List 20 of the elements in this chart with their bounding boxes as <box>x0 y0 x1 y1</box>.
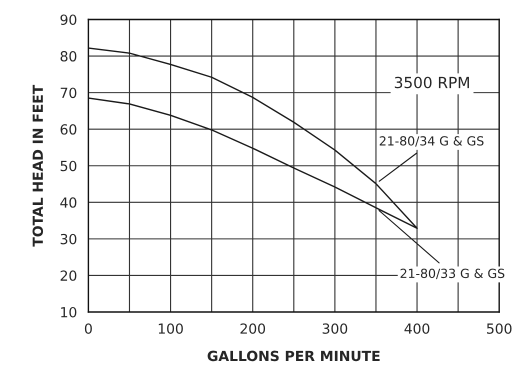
y-tick-label: 90 <box>60 14 76 25</box>
annotation: 3500 RPM <box>394 76 469 88</box>
y-tick-label: 30 <box>60 234 76 244</box>
x-tick-label: 0 <box>84 323 92 334</box>
text: 21-80/33 G & GS <box>400 268 504 280</box>
y-tick-label: 50 <box>60 160 76 172</box>
x-tick-label: 200 <box>240 323 266 334</box>
x-axis-title: GALLONS PER MINUTE <box>208 350 380 362</box>
y-tick-label: 40 <box>60 197 76 208</box>
y-tick-label: 60 <box>60 124 76 135</box>
x-tick-label: 500 <box>487 323 512 334</box>
y-tick-label: 20 <box>60 270 76 281</box>
y-tick-label: 80 <box>60 51 76 62</box>
text: 21-80/34 G & GS <box>380 136 484 147</box>
y-axis-title: TOTAL HEAD IN FEET <box>32 84 44 247</box>
y-tick-label: 10 <box>61 306 76 318</box>
y-tick-label: 70 <box>60 88 76 98</box>
x-tick-label: 300 <box>322 323 348 334</box>
x-tick-label: 100 <box>158 323 183 334</box>
x-tick-label: 400 <box>404 323 430 334</box>
